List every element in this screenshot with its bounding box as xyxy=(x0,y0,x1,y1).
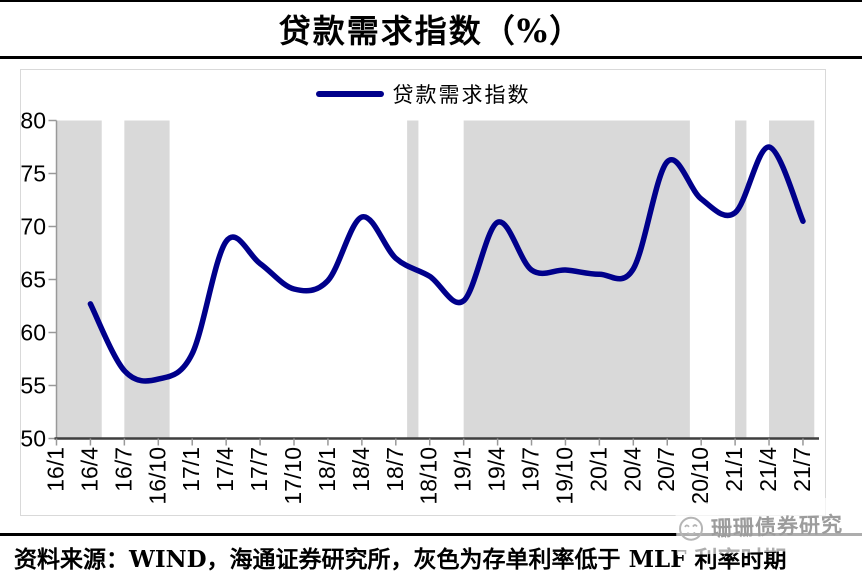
watermark-label: 珊珊债券研究 xyxy=(710,511,844,542)
x-axis-label: 19/10 xyxy=(551,447,577,505)
x-axis-label: 17/1 xyxy=(178,447,204,492)
shaded-band xyxy=(124,120,170,439)
watermark: 珊珊债券研究 xyxy=(675,496,862,556)
bottom-divider-rule xyxy=(0,533,862,536)
x-axis-label: 21/7 xyxy=(789,447,815,492)
x-axis-label: 17/4 xyxy=(212,447,238,492)
shaded-band xyxy=(56,120,102,439)
x-axis-label: 17/7 xyxy=(246,447,272,492)
chart-area: 贷款需求指数 50 55 60 65 70 75 80 16/1 16/4 16/7 16/10 17… xyxy=(20,69,826,516)
x-axis-label: 16/10 xyxy=(144,447,170,505)
x-axis-label: 18/10 xyxy=(416,447,442,505)
x-axis-label: 17/10 xyxy=(280,447,306,505)
x-axis-label: 20/7 xyxy=(653,447,679,492)
shaded-band xyxy=(769,120,815,439)
legend-label: 贷款需求指数 xyxy=(392,83,531,107)
x-axis-label: 19/4 xyxy=(484,447,510,492)
y-axis-label: 65 xyxy=(21,267,46,293)
x-axis-label: 20/4 xyxy=(619,447,645,492)
x-axis-label: 19/7 xyxy=(518,447,544,492)
legend: 贷款需求指数 xyxy=(21,79,825,109)
x-axis-label: 18/7 xyxy=(382,447,408,492)
x-axis-label: 20/10 xyxy=(687,447,713,505)
x-axis-label: 18/4 xyxy=(348,447,374,492)
title-divider-rule xyxy=(0,56,862,59)
x-axis-label: 21/1 xyxy=(721,447,747,492)
x-axis-label: 19/1 xyxy=(450,447,476,492)
x-axis-label: 16/7 xyxy=(110,447,136,492)
chart-title: 贷款需求指数（%） xyxy=(278,12,584,50)
y-axis-label: 80 xyxy=(21,108,46,134)
smiley-avatar-icon xyxy=(679,516,704,541)
x-axis-label: 16/1 xyxy=(43,447,69,492)
x-axis-label: 21/4 xyxy=(755,447,781,492)
shaded-band xyxy=(735,120,747,439)
top-border-rule xyxy=(0,0,862,2)
y-axis-label: 60 xyxy=(21,320,46,346)
x-axis-label: 20/1 xyxy=(585,447,611,492)
source-note: 资料来源：WIND，海通证券研究所，灰色为存单利率低于 MLF 利率时期 xyxy=(14,546,787,573)
shaded-band xyxy=(463,120,690,439)
legend-line-swatch xyxy=(315,91,384,97)
line-chart-plot: 50 55 60 65 70 75 80 16/1 16/4 16/7 16/10 17/1 17/4 1… xyxy=(21,108,819,505)
y-axis-label: 70 xyxy=(21,214,46,240)
x-axis-label: 16/4 xyxy=(76,447,102,492)
y-axis-label: 55 xyxy=(21,373,46,399)
x-axis-label: 18/1 xyxy=(314,447,340,492)
y-axis-label: 75 xyxy=(21,161,46,187)
shaded-band xyxy=(407,120,419,439)
loan-demand-index-line xyxy=(87,144,806,384)
y-axis-label: 50 xyxy=(21,426,46,452)
